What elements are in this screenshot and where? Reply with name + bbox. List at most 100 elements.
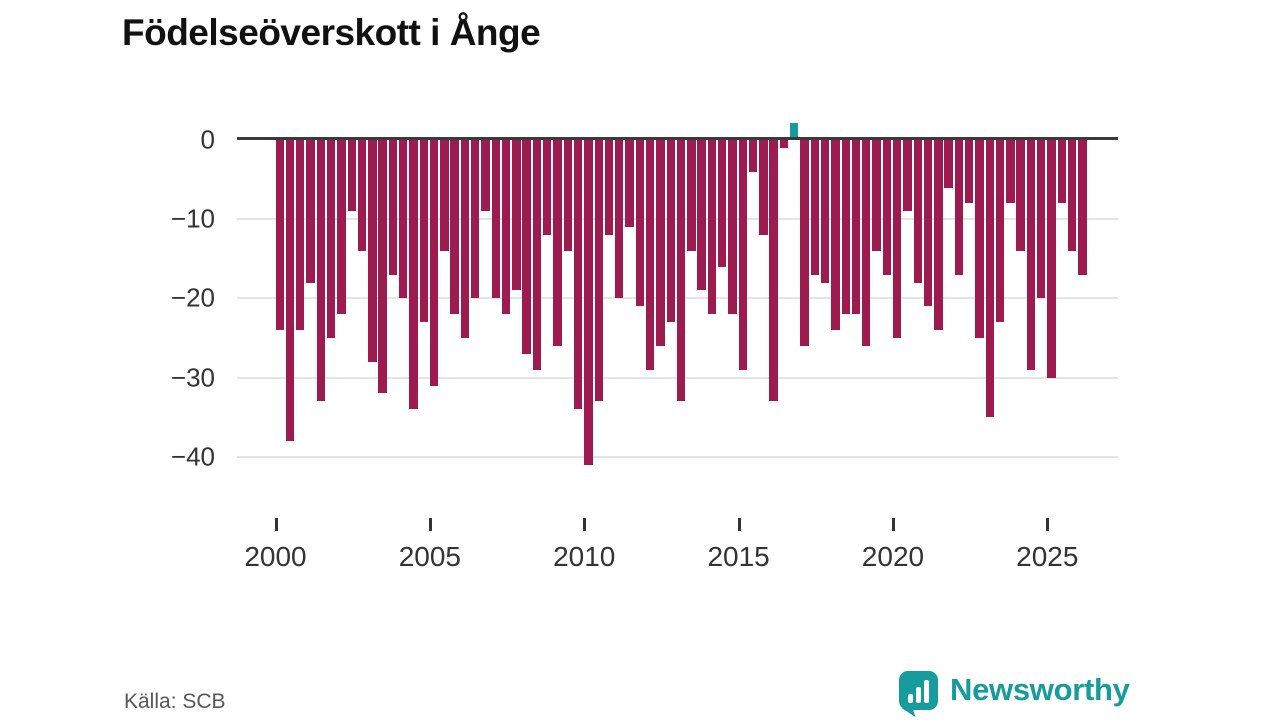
- bar: [872, 140, 881, 251]
- bar: [604, 140, 614, 236]
- chart-title: Födelseöverskott i Ånge: [122, 12, 541, 53]
- logo-wordmark: Newsworthy: [950, 672, 1130, 707]
- bar: [625, 140, 634, 228]
- x-axis-tick-label: 2010: [553, 541, 616, 572]
- bar: [1078, 140, 1087, 275]
- bar: [934, 140, 943, 331]
- y-axis-tick-label: −40: [170, 441, 215, 472]
- bar: [862, 140, 871, 346]
- bar: [553, 140, 562, 346]
- bar: [1006, 140, 1015, 204]
- bar: [419, 140, 428, 323]
- positive-bar: [790, 123, 799, 139]
- x-axis-tick: [274, 518, 278, 531]
- bar: [738, 140, 747, 370]
- bubble-tail: [901, 707, 916, 717]
- bar: [923, 140, 933, 307]
- bar: [995, 140, 1005, 323]
- bar: [645, 140, 655, 370]
- x-axis-tick-label: 2020: [861, 541, 925, 572]
- bar: [306, 140, 315, 283]
- bar: [409, 140, 418, 410]
- bar: [450, 140, 459, 315]
- bar: [707, 140, 717, 315]
- bar: [676, 140, 686, 402]
- bar: [594, 140, 603, 402]
- bar: [841, 140, 850, 315]
- bar: [1026, 140, 1036, 370]
- bar: [810, 140, 820, 275]
- y-axis-tick-label: 0: [200, 124, 215, 155]
- bar: [892, 140, 902, 338]
- bar: [512, 140, 521, 291]
- newsworthy-logo: Newsworthy: [899, 668, 1130, 717]
- bar: [779, 140, 789, 148]
- y-axis-tick-label: −30: [170, 362, 215, 393]
- bar: [368, 140, 377, 362]
- x-axis-tick-label: 2025: [1016, 541, 1079, 572]
- bar-chart-bubble-icon: [899, 670, 938, 717]
- bar: [481, 140, 490, 212]
- bar: [584, 140, 593, 465]
- bar: [429, 140, 439, 386]
- bar: [296, 140, 305, 331]
- bar: [275, 140, 284, 331]
- bar: [337, 140, 346, 315]
- x-axis-tick: [891, 518, 895, 531]
- bar: [903, 140, 912, 212]
- bar: [1047, 140, 1056, 378]
- bar: [501, 140, 511, 315]
- bar: [687, 140, 696, 251]
- bar: [656, 140, 665, 346]
- bar: [563, 140, 573, 251]
- bar: [1016, 140, 1025, 251]
- bar: [913, 140, 922, 283]
- bar: [522, 140, 531, 354]
- bar: [615, 140, 624, 299]
- bar: [1067, 140, 1077, 251]
- y-axis-tick-label: −10: [170, 203, 215, 234]
- bar: [471, 140, 480, 299]
- bar: [666, 140, 675, 323]
- bar-glyph: [908, 693, 913, 703]
- bar-glyph: [916, 686, 921, 703]
- gridline: [237, 455, 1118, 458]
- bar: [285, 140, 295, 441]
- bar: [440, 140, 449, 251]
- x-axis-tick: [737, 518, 741, 531]
- bar: [573, 140, 583, 410]
- bar: [975, 140, 984, 338]
- bar: [635, 140, 645, 307]
- bar: [378, 140, 387, 394]
- bar: [944, 140, 953, 188]
- bar: [1037, 140, 1046, 299]
- bar: [769, 140, 778, 402]
- bar: [398, 140, 408, 299]
- bar-glyph: [924, 679, 929, 703]
- bar: [831, 140, 840, 331]
- x-axis-tick-label: 2005: [398, 541, 461, 572]
- bar: [718, 140, 727, 267]
- source-note: Källa: SCB: [124, 690, 226, 713]
- bar: [326, 140, 336, 338]
- x-axis-tick: [1046, 518, 1050, 531]
- bar: [759, 140, 768, 236]
- bar: [954, 140, 964, 275]
- bar: [460, 140, 470, 338]
- bar: [748, 140, 758, 172]
- bar: [985, 140, 994, 418]
- x-axis-tick: [583, 518, 587, 531]
- bar: [851, 140, 861, 315]
- x-axis-tick-label: 2015: [707, 541, 770, 572]
- y-axis-tick-label: −20: [170, 282, 215, 313]
- bar: [388, 140, 398, 275]
- bar: [357, 140, 367, 251]
- bar: [882, 140, 892, 275]
- x-axis-zero-line: [237, 137, 1118, 140]
- bar: [543, 140, 552, 236]
- bar: [820, 140, 830, 283]
- bar: [1057, 140, 1066, 204]
- bar: [532, 140, 542, 370]
- x-axis-tick: [428, 518, 432, 531]
